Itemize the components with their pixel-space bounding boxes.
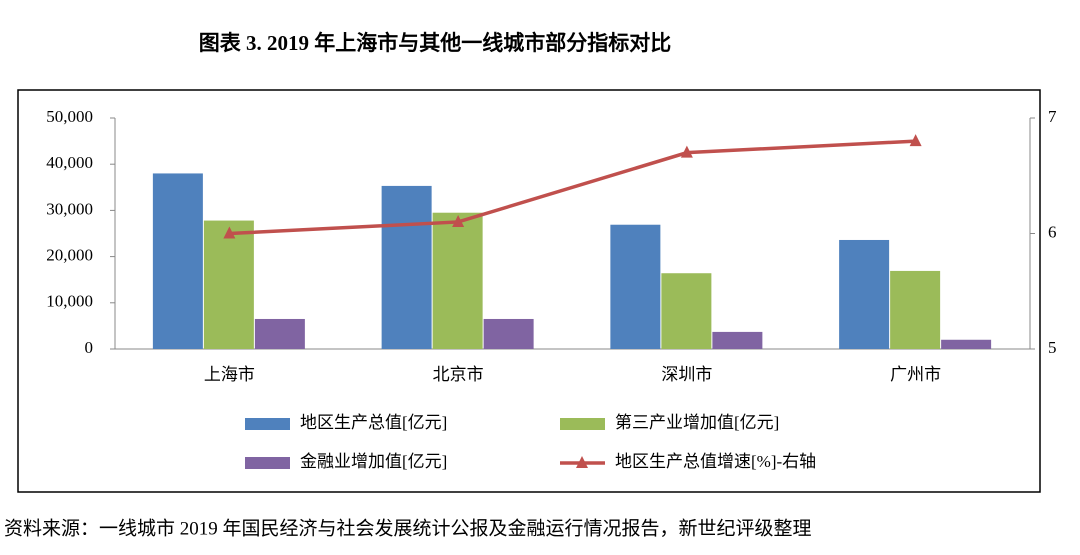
legend-label: 第三产业增加值[亿元] xyxy=(615,413,779,432)
bar xyxy=(203,220,254,349)
bar xyxy=(483,318,534,349)
line-marker xyxy=(680,145,693,158)
bar xyxy=(890,270,941,349)
x-tick-label: 深圳市 xyxy=(661,365,712,384)
bar xyxy=(712,331,763,349)
line xyxy=(229,139,916,236)
y2-tick-label: 5 xyxy=(1048,338,1057,357)
line-marker xyxy=(223,226,236,239)
y-tick-label: 20,000 xyxy=(46,246,93,265)
y2-tick-label: 6 xyxy=(1048,222,1057,241)
bar xyxy=(941,339,992,349)
legend-label: 地区生产总值[亿元] xyxy=(300,413,447,432)
y-tick-label: 40,000 xyxy=(46,153,93,172)
bar xyxy=(610,224,661,349)
line-marker xyxy=(909,134,922,147)
y-tick-label: 10,000 xyxy=(46,292,93,311)
bar xyxy=(661,273,712,349)
bar xyxy=(381,185,432,349)
bar xyxy=(432,212,483,349)
bar xyxy=(152,173,203,349)
y-tick-label: 30,000 xyxy=(46,199,93,218)
x-tick-label: 上海市 xyxy=(204,365,255,384)
legend-label: 地区生产总值增速[%]-右轴 xyxy=(615,452,816,471)
x-tick-label: 广州市 xyxy=(890,365,941,384)
y-tick-label: 50,000 xyxy=(46,107,93,126)
chart-title: 图表 3. 2019 年上海市与其他一线城市部分指标对比 xyxy=(199,31,672,55)
y-tick-label: 0 xyxy=(85,338,94,357)
source-note: 资料来源：一线城市 2019 年国民经济与社会发展统计公报及金融运行情况报告，新… xyxy=(4,517,812,539)
legend-swatch xyxy=(560,418,605,430)
legend-label: 金融业增加值[亿元] xyxy=(300,452,447,471)
x-tick-label: 北京市 xyxy=(433,365,484,384)
chart-frame xyxy=(17,89,1041,493)
y2-tick-label: 7 xyxy=(1048,107,1057,126)
legend-swatch xyxy=(245,457,290,469)
line-marker xyxy=(452,214,465,227)
legend-swatch xyxy=(245,418,290,430)
bar xyxy=(254,318,305,349)
bar xyxy=(839,239,890,349)
legend-marker xyxy=(576,456,588,468)
